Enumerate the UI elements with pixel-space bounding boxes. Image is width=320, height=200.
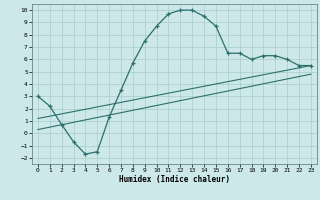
X-axis label: Humidex (Indice chaleur): Humidex (Indice chaleur) <box>119 175 230 184</box>
